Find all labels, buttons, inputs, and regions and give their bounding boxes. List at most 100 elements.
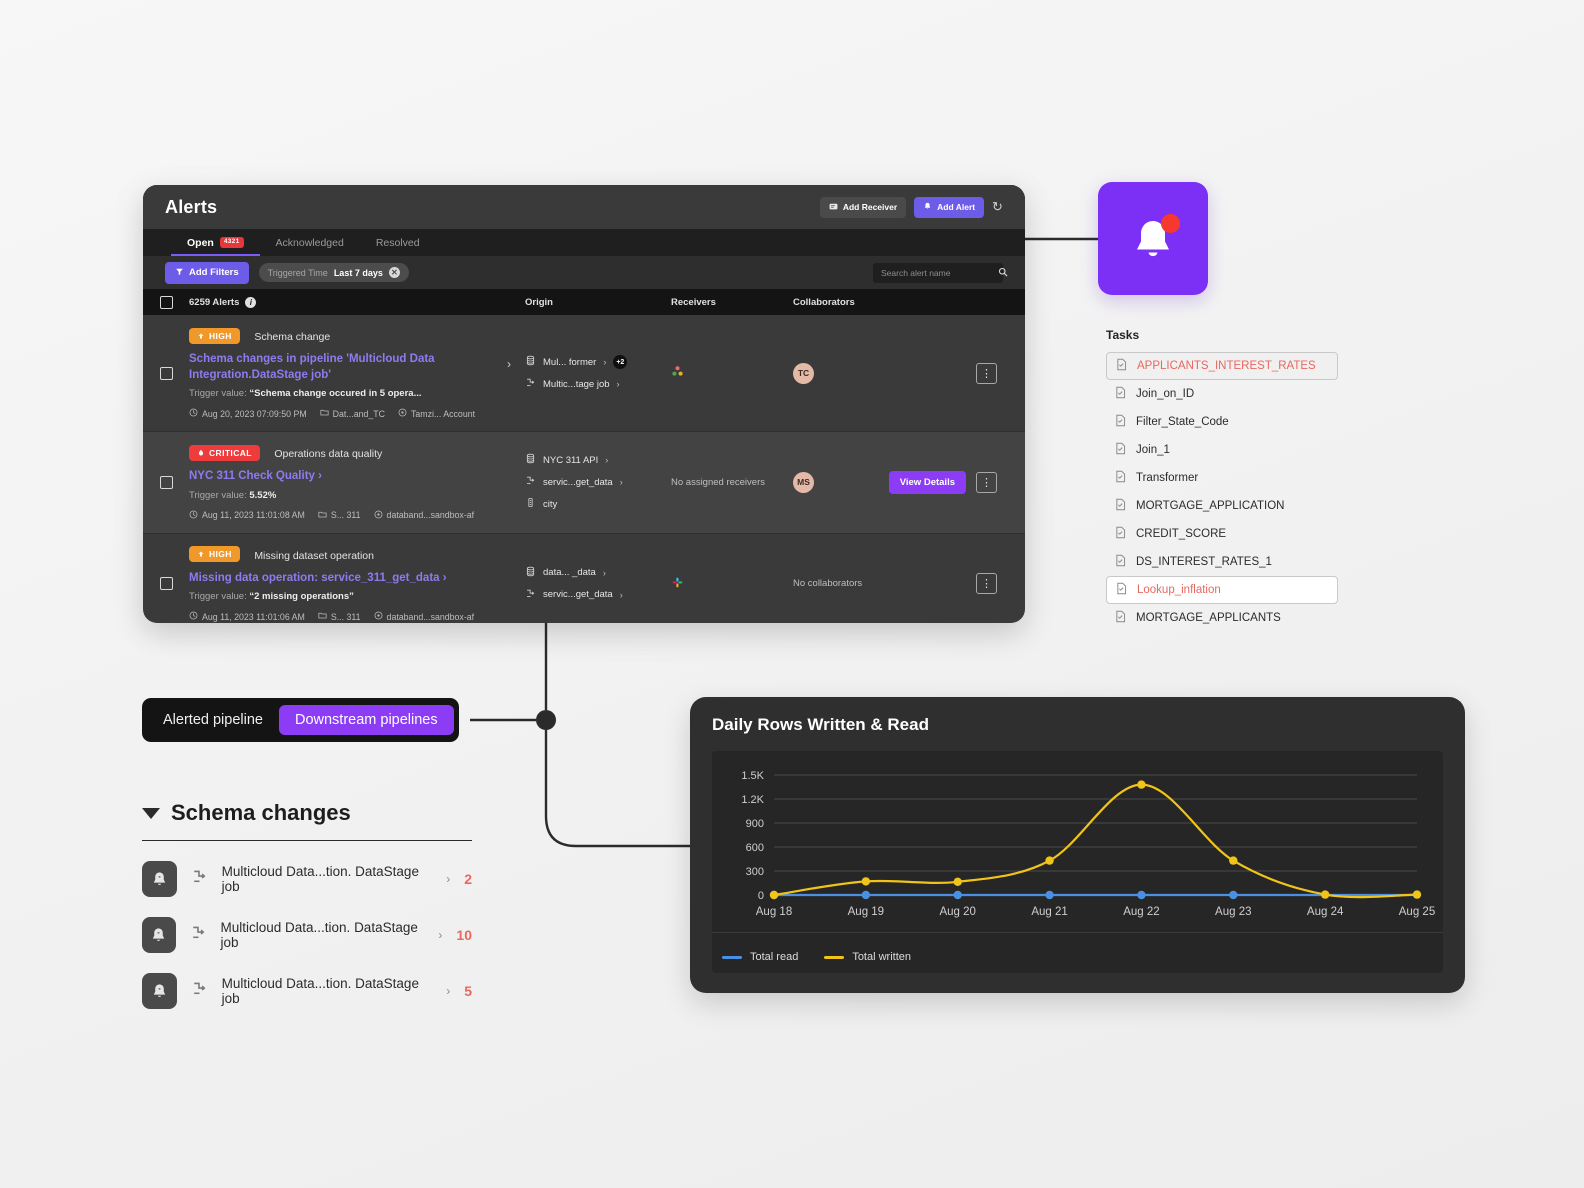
- alerts-panel: Alerts Add Receiver Add Alert ↺: [143, 185, 1025, 623]
- refresh-icon[interactable]: ↺: [992, 199, 1003, 214]
- list-item[interactable]: CREDIT_SCORE: [1106, 520, 1338, 548]
- data-point: [1045, 856, 1054, 865]
- receivers-cell: [671, 315, 793, 431]
- origin-item[interactable]: servic...get_data ›: [525, 588, 671, 602]
- filter-chip-triggered-time[interactable]: Triggered Time Last 7 days ✕: [258, 263, 409, 282]
- chevron-right-icon[interactable]: ›: [438, 928, 443, 942]
- task-icon: [1115, 358, 1128, 374]
- info-icon[interactable]: i: [245, 296, 257, 308]
- chevron-right-icon: ›: [602, 567, 606, 578]
- origin-item[interactable]: data... _data ›: [525, 566, 671, 580]
- origin-label: data... _data: [543, 567, 596, 579]
- list-item[interactable]: DS_INTEREST_RATES_1: [1106, 548, 1338, 576]
- slack-icon[interactable]: [671, 576, 684, 592]
- origin-extra-count[interactable]: +2: [613, 355, 628, 370]
- task-label: Join_1: [1136, 444, 1170, 456]
- list-item[interactable]: Transformer: [1106, 464, 1338, 492]
- row-menu-button[interactable]: ⋮: [976, 573, 997, 595]
- status-badge: HIGH: [189, 546, 240, 563]
- chevron-right-icon[interactable]: ›: [446, 872, 451, 886]
- alert-category: Operations data quality: [274, 448, 383, 461]
- chart-plot-area: 0 300 600 900 1.2K 1.5K Aug 18 Aug 19 Aug 20 Aug …: [712, 751, 1443, 973]
- origin-item[interactable]: NYC 311 API ›: [525, 453, 671, 467]
- search-input[interactable]: [881, 267, 992, 278]
- avatar[interactable]: TC: [793, 362, 814, 384]
- list-item[interactable]: Lookup_inflation: [1106, 576, 1338, 604]
- table-row[interactable]: HIGH Missing dataset operation Missing d…: [143, 534, 1025, 623]
- chevron-right-icon: ›: [616, 379, 620, 390]
- x-axis-tick: Aug 18: [756, 906, 792, 918]
- alert-title-link[interactable]: Missing data operation: service_311_get_…: [189, 571, 489, 587]
- origin-item[interactable]: city: [525, 497, 671, 511]
- data-point: [1229, 856, 1238, 865]
- row-checkbox[interactable]: [159, 475, 173, 489]
- account-item: databand...sandbox-af: [374, 510, 474, 521]
- project-item: S... 311: [318, 510, 361, 521]
- column-icon: [525, 497, 536, 511]
- search-box[interactable]: [873, 262, 1008, 283]
- origin-item[interactable]: Multic...tage job ›: [525, 377, 671, 391]
- row-menu-button[interactable]: ⋮: [976, 471, 997, 493]
- list-item[interactable]: APPLICANTS_INTEREST_RATES: [1106, 352, 1338, 380]
- caret-down-icon[interactable]: [142, 807, 160, 819]
- database-icon: [525, 355, 536, 369]
- series-line: [772, 783, 1419, 899]
- add-alert-button[interactable]: Add Alert: [914, 196, 985, 218]
- y-axis-tick: 300: [746, 866, 764, 878]
- origin-item[interactable]: Mul... former › +2: [525, 355, 671, 370]
- data-point: [1229, 890, 1238, 900]
- list-item[interactable]: MORTGAGE_APPLICATION: [1106, 492, 1338, 520]
- row-menu-button[interactable]: ⋮: [976, 362, 997, 384]
- status-badge: HIGH: [189, 327, 240, 344]
- list-item[interactable]: Join_on_ID: [1106, 380, 1338, 408]
- row-checkbox[interactable]: [159, 577, 173, 591]
- tab-open[interactable]: Open 4321: [171, 229, 260, 256]
- table-row[interactable]: CRITICAL Operations data quality NYC 311…: [143, 432, 1025, 534]
- task-icon: [1114, 610, 1127, 626]
- alert-title-text: Missing data operation: service_311_get_…: [189, 571, 440, 584]
- chevron-right-icon[interactable]: ›: [446, 984, 451, 998]
- data-point: [953, 877, 962, 886]
- asana-icon[interactable]: [671, 365, 684, 381]
- list-item[interactable]: Multicloud Data...tion. DataStage job › …: [142, 861, 472, 897]
- trigger-value: “Schema change occured in 5 opera...: [249, 388, 422, 400]
- row-checkbox[interactable]: [159, 366, 173, 380]
- list-item[interactable]: Multicloud Data...tion. DataStage job › …: [142, 973, 472, 1009]
- add-alert-label: Add Alert: [937, 202, 976, 212]
- list-item[interactable]: Join_1: [1106, 436, 1338, 464]
- close-icon[interactable]: ✕: [388, 267, 400, 278]
- tab-resolved-label: Resolved: [375, 236, 420, 249]
- add-receiver-button[interactable]: Add Receiver: [819, 196, 907, 218]
- view-details-button[interactable]: View Details: [888, 470, 966, 494]
- alert-category: Schema change: [254, 331, 331, 343]
- toggle-downstream-pipelines[interactable]: Downstream pipelines: [278, 705, 454, 735]
- schema-changes-header[interactable]: Schema changes: [142, 800, 472, 841]
- database-icon: [525, 453, 536, 467]
- table-row[interactable]: HIGH Schema change Schema changes in pip…: [143, 315, 1025, 433]
- toggle-alerted-pipeline[interactable]: Alerted pipeline: [163, 712, 263, 728]
- account-item: Tamzi... Account: [398, 408, 475, 419]
- alerts-count-cell: 6259 Alerts i: [189, 296, 525, 308]
- add-filters-button[interactable]: Add Filters: [165, 261, 249, 284]
- folder-icon: [318, 510, 327, 521]
- column-header-origin: Origin: [525, 296, 553, 308]
- alert-title-link[interactable]: NYC 311 Check Quality ›: [189, 469, 439, 485]
- list-item[interactable]: Filter_State_Code: [1106, 408, 1338, 436]
- select-all-checkbox[interactable]: [159, 295, 173, 309]
- data-point: [861, 877, 871, 886]
- trigger-value-row: Trigger value: “Schema change occured in…: [189, 388, 525, 399]
- tab-resolved[interactable]: Resolved: [360, 229, 436, 256]
- row-actions: ⋮: [976, 362, 1025, 384]
- origin-item[interactable]: servic...get_data ›: [525, 475, 671, 489]
- legend-item-total-written[interactable]: Total written: [824, 951, 911, 963]
- chevron-right-icon[interactable]: ›: [507, 357, 511, 371]
- alert-title-link[interactable]: Schema changes in pipeline 'Multicloud D…: [189, 353, 435, 381]
- list-item[interactable]: Multicloud Data...tion. DataStage job › …: [142, 917, 472, 953]
- list-item[interactable]: MORTGAGE_APPLICANTS: [1106, 604, 1338, 632]
- tab-acknowledged[interactable]: Acknowledged: [260, 229, 360, 256]
- notification-card[interactable]: [1098, 182, 1208, 295]
- legend-item-total-read[interactable]: Total read: [722, 951, 798, 963]
- alert-meta: Aug 11, 2023 11:01:06 AM S... 311 databa…: [189, 611, 525, 622]
- trigger-value-row: Trigger value: 5.52%: [189, 490, 525, 501]
- avatar[interactable]: MS: [793, 471, 814, 493]
